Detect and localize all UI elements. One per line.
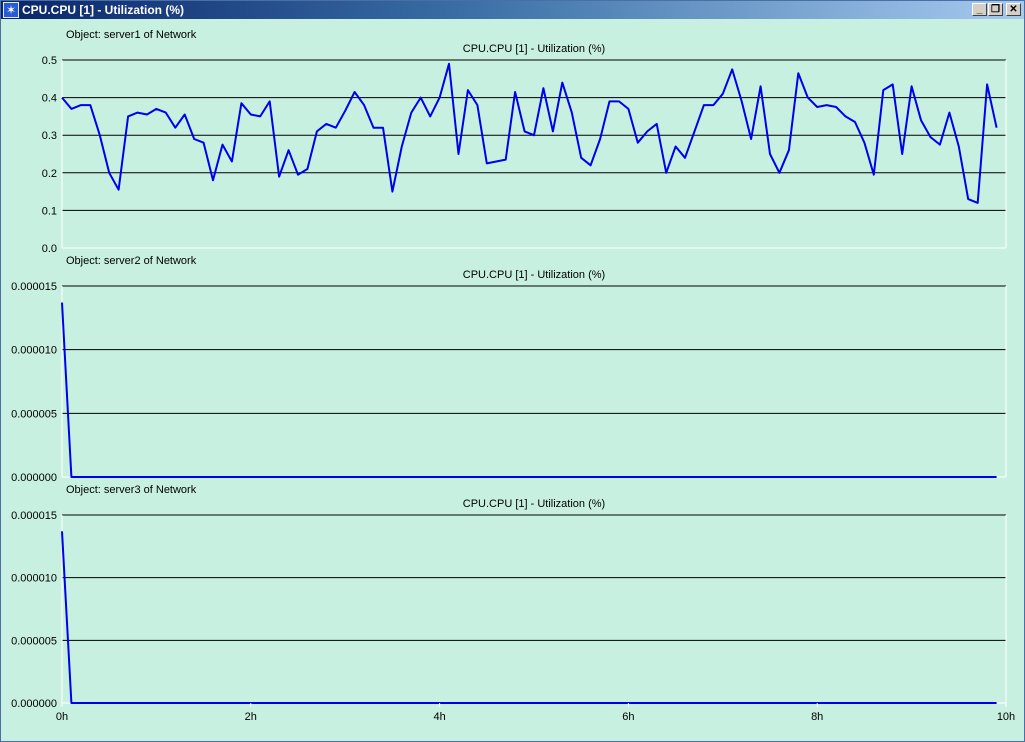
y-tick-label: 0.000010 — [11, 345, 57, 357]
y-tick-label: 0.000005 — [11, 635, 57, 647]
y-tick-label: 0.000015 — [11, 510, 57, 522]
x-tick-label: 8h — [811, 711, 823, 723]
series-line-1 — [61, 62, 998, 204]
x-tick-label: 6h — [622, 711, 634, 723]
y-tick-label: 0.000015 — [11, 281, 57, 293]
series-line-2 — [61, 302, 997, 478]
restore-button[interactable]: ❐ — [988, 3, 1003, 16]
close-button[interactable]: ✕ — [1006, 3, 1021, 16]
x-tick-label: 4h — [433, 711, 445, 723]
y-tick-label: 0.3 — [42, 130, 57, 142]
y-tick-label: 0.000000 — [11, 472, 57, 484]
window-title: CPU.CPU [1] - Utilization (%) — [22, 3, 184, 17]
y-tick-label: 0.0 — [42, 243, 57, 255]
x-tick-label: 10h — [997, 711, 1015, 723]
y-tick-label: 0.000005 — [11, 408, 57, 420]
x-tick-label: 2h — [245, 711, 257, 723]
object-label-2: Object: server2 of Network — [66, 255, 197, 267]
y-tick-label: 0.4 — [42, 93, 57, 105]
charts-area: Object: server1 of Network CPU.CPU [1] - … — [11, 29, 1015, 723]
object-label-1: Object: server1 of Network — [66, 29, 197, 41]
object-label-3: Object: server3 of Network — [66, 484, 197, 496]
y-tick-label: 0.2 — [42, 168, 57, 180]
chart-title-3: CPU.CPU [1] - Utilization (%) — [463, 498, 605, 510]
y-tick-label: 0.5 — [42, 55, 57, 67]
x-tick-label: 0h — [56, 711, 68, 723]
y-tick-label: 0.1 — [42, 205, 57, 217]
app-icon: ✶ — [3, 2, 19, 18]
title-bar[interactable]: ✶ CPU.CPU [1] - Utilization (%) _ ❐ ✕ — [1, 1, 1024, 19]
series-line-3 — [61, 531, 997, 704]
minimize-button[interactable]: _ — [972, 3, 987, 16]
y-tick-label: 0.000010 — [11, 573, 57, 585]
y-tick-label: 0.000000 — [11, 698, 57, 710]
chart-title-1: CPU.CPU [1] - Utilization (%) — [463, 43, 605, 55]
chart-title-2: CPU.CPU [1] - Utilization (%) — [463, 269, 605, 281]
